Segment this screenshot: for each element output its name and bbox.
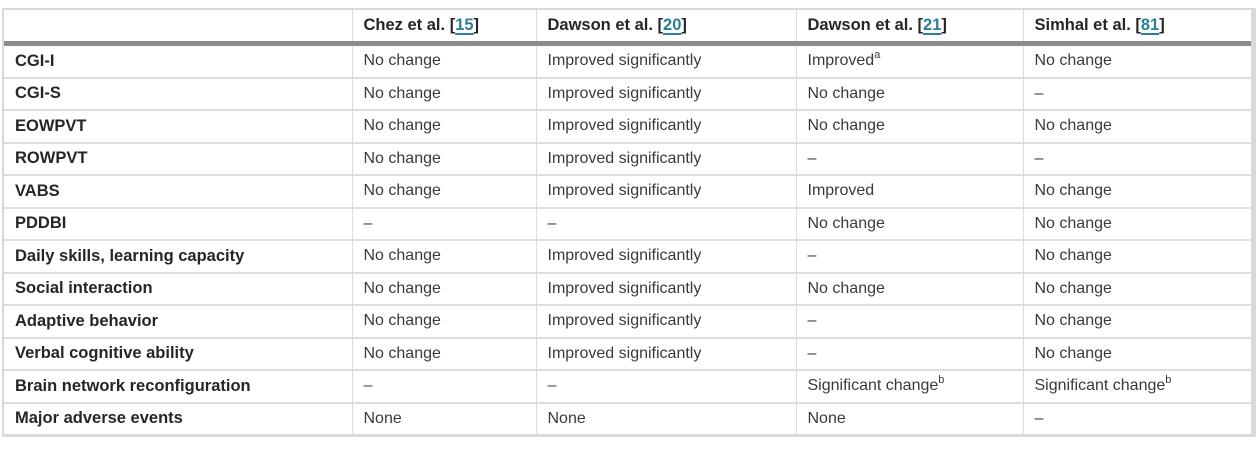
table-row: PDDBI – – No change No change — [4, 206, 1251, 240]
table-row: ROWPVT No change Improved significantly – – — [4, 141, 1251, 175]
header-row: Chez et al. [15] Dawson et al. [20] Dawson… — [4, 10, 1251, 46]
row-label: Brain network reconfiguration — [4, 369, 352, 403]
result-cell: No change — [795, 109, 1023, 143]
result-cell: No change — [1022, 42, 1251, 78]
result-cell: – — [535, 369, 796, 403]
result-cell: Improved significantly — [535, 271, 796, 305]
result-cell: – — [1022, 76, 1251, 110]
result-cell: No change — [795, 206, 1023, 240]
table-row: Major adverse events None None None – — [4, 401, 1251, 434]
table-row: VABS No change Improved significantly Impro… — [4, 174, 1251, 208]
footnote-marker: b — [938, 373, 945, 386]
result-cell: Improved significantly — [535, 304, 796, 338]
result-cell: Improved significantly — [535, 109, 796, 143]
result-cell: No change — [351, 42, 536, 78]
result-cell: Improved significantly — [535, 239, 796, 273]
result-cell: No change — [351, 239, 536, 273]
row-label: ROWPVT — [4, 141, 352, 175]
table-body: CGI-I No change Improved significantly Impr… — [4, 42, 1251, 434]
result-cell: Improved significantly — [535, 141, 796, 175]
result-cell: Improved significantly — [535, 336, 796, 370]
result-cell: Improved significantly — [535, 76, 796, 110]
study-comparison-table: Chez et al. [15] Dawson et al. [20] Dawson… — [2, 8, 1256, 437]
result-cell: Significant changeb — [795, 369, 1023, 403]
result-cell: No change — [1022, 109, 1251, 143]
result-cell: No change — [351, 174, 536, 208]
result-cell: No change — [351, 336, 536, 370]
result-cell: – — [795, 239, 1023, 273]
citation-link[interactable]: 20 — [663, 16, 682, 34]
result-cell: Improveda — [795, 42, 1023, 78]
result-cell: – — [1022, 141, 1251, 175]
citation-link[interactable]: 15 — [455, 16, 474, 34]
result-cell: – — [535, 206, 796, 240]
row-label: Major adverse events — [4, 401, 352, 434]
table-row: EOWPVT No change Improved significantly No … — [4, 109, 1251, 143]
citation-link[interactable]: 81 — [1140, 16, 1160, 34]
result-cell: No change — [1022, 206, 1251, 240]
table-row: Daily skills, learning capacity No change… — [4, 239, 1251, 273]
result-cell: No change — [795, 76, 1023, 110]
result-cell: No change — [351, 109, 536, 143]
corner-cell — [4, 10, 352, 46]
row-label: EOWPVT — [4, 109, 352, 143]
table-row: Verbal cognitive ability No change Improve… — [4, 336, 1251, 370]
table-header: Chez et al. [15] Dawson et al. [20] Dawson… — [4, 10, 1251, 46]
result-cell: – — [351, 206, 536, 240]
result-cell: Improved significantly — [535, 42, 796, 78]
table-row: Social interaction No change Improved sign… — [4, 271, 1251, 305]
footnote-marker: b — [1165, 373, 1172, 386]
table-row: CGI-I No change Improved significantly Impr… — [4, 42, 1251, 78]
row-label: CGI-I — [4, 42, 352, 78]
result-cell: No change — [351, 271, 536, 305]
result-cell: No change — [351, 76, 536, 110]
column-header-study: Chez et al. [15] — [351, 10, 536, 46]
result-cell: – — [795, 336, 1023, 370]
citation-link[interactable]: 21 — [923, 16, 942, 34]
result-cell: No change — [351, 304, 536, 338]
table-row: CGI-S No change Improved significantly No c… — [4, 76, 1251, 110]
result-cell: No change — [795, 271, 1023, 305]
result-cell: No change — [1022, 304, 1251, 338]
result-cell: No change — [1022, 239, 1251, 273]
column-header-study: Dawson et al. [20] — [535, 10, 796, 46]
result-cell: No change — [1022, 336, 1251, 370]
result-cell: – — [795, 141, 1023, 175]
row-label: PDDBI — [4, 206, 352, 240]
result-cell: None — [351, 401, 536, 434]
result-cell: – — [1022, 401, 1251, 434]
row-label: Verbal cognitive ability — [4, 336, 352, 370]
row-label: Adaptive behavior — [4, 304, 352, 338]
table-row: Brain network reconfiguration – – Significa… — [4, 369, 1251, 403]
result-cell: – — [351, 369, 536, 403]
result-cell: Improved significantly — [535, 174, 796, 208]
row-label: Social interaction — [4, 271, 352, 305]
row-label: Daily skills, learning capacity — [4, 239, 352, 273]
comparison-table: Chez et al. [15] Dawson et al. [20] Dawson… — [4, 10, 1251, 434]
result-cell: Improved — [795, 174, 1023, 208]
column-header-study: Dawson et al. [21] — [795, 10, 1023, 46]
result-cell: No change — [1022, 174, 1251, 208]
result-cell: No change — [351, 141, 536, 175]
row-label: CGI-S — [4, 76, 352, 110]
result-cell: None — [795, 401, 1023, 434]
result-cell: – — [795, 304, 1023, 338]
row-label: VABS — [4, 174, 352, 208]
result-cell: None — [535, 401, 796, 434]
table-row: Adaptive behavior No change Improved signi… — [4, 304, 1251, 338]
footnote-marker: a — [874, 48, 881, 61]
column-header-study: Simhal et al. [81] — [1022, 10, 1251, 46]
result-cell: Significant changeb — [1022, 369, 1251, 403]
result-cell: No change — [1022, 271, 1251, 305]
